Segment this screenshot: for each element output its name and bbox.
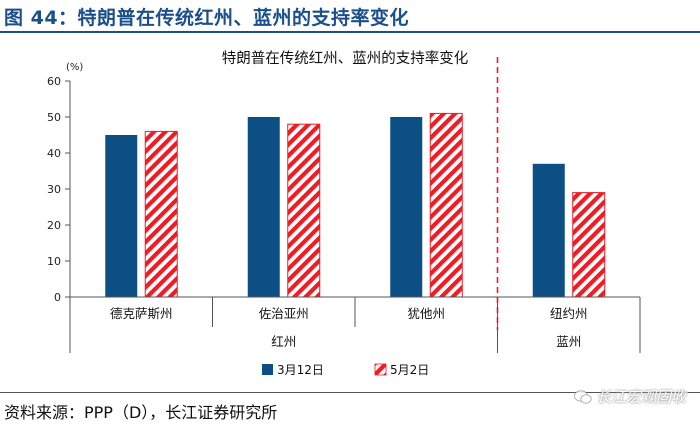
y-tick-label: 40 [47,147,61,160]
x-group-label: 红州 [271,334,296,349]
x-category-label: 德克萨斯州 [110,306,173,321]
watermark-text: 长江宏观固收 [595,388,686,406]
watermark: 长江宏观固收 [574,386,686,407]
y-tick-label: 20 [47,219,61,232]
bar-3月12日-德克萨斯州 [105,135,138,297]
wechat-icon [574,389,592,404]
chart-title: 特朗普在传统红州、蓝州的支持率变化 [222,50,469,67]
bar-3月12日-犹他州 [390,117,423,297]
bar-3月12日-纽约州 [532,163,565,297]
bar-5月2日-犹他州 [429,112,463,298]
legend-label: 3月12日 [277,363,324,377]
bar-3月12日-佐治亚州 [247,117,280,297]
y-tick-label: 10 [47,255,61,268]
bar-5月2日-佐治亚州 [287,123,321,298]
bar-5月2日-德克萨斯州 [144,130,178,298]
figure-header: 图 44：特朗普在传统红州、蓝州的支持率变化 [0,0,700,34]
y-tick-label: 50 [47,111,61,124]
legend-swatch-solid [262,364,273,375]
x-category-label: 犹他州 [407,306,445,321]
legend-swatch-hatched [374,363,387,376]
bar-5月2日-纽约州 [572,192,606,298]
title-rule [0,31,700,33]
figure-title: 图 44：特朗普在传统红州、蓝州的支持率变化 [4,7,410,29]
y-tick-label: 0 [54,291,61,304]
x-category-label: 纽约州 [550,306,588,321]
bar-chart: 特朗普在传统红州、蓝州的支持率变化 (%) 0 10 20 30 40 50 60 德克萨斯… [47,50,641,377]
x-category-label: 佐治亚州 [259,306,309,321]
x-group-label: 蓝州 [556,334,581,349]
source-note: 资料来源：PPP（D），长江证券研究所 [4,403,278,422]
bottom-rule [0,392,700,393]
y-tick-label: 30 [47,183,61,196]
y-unit-label: (%) [66,62,83,73]
legend-label: 5月2日 [390,363,429,377]
y-tick-label: 60 [47,75,61,88]
